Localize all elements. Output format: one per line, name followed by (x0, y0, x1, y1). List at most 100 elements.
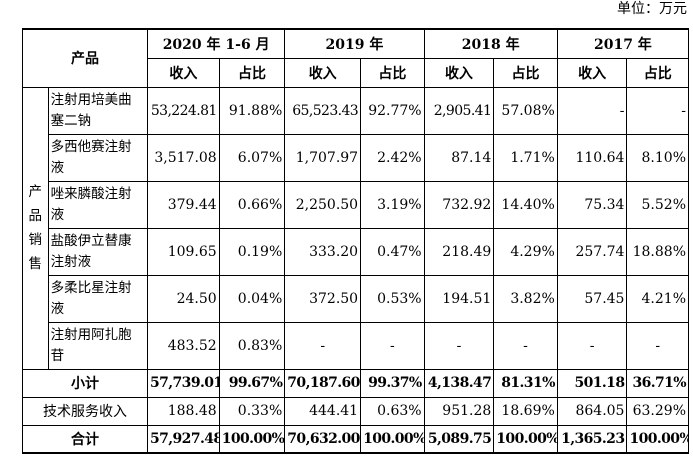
cell: 70,632.00 (284, 424, 362, 454)
cell: 2.42% (360, 133, 425, 182)
cell: - (626, 321, 689, 370)
cell: 87.14 (423, 133, 495, 182)
revenue-table: 产品 2020 年 1-6 月 2019 年 2018 年 2017 年 收入 … (22, 28, 690, 454)
cell: 0.63% (360, 396, 425, 426)
cell: 1.71% (493, 133, 558, 182)
table-row: 唑来膦酸注射液 379.44 0.66% 2,250.50 3.19% 732.… (23, 180, 689, 229)
cell: 218.49 (423, 227, 495, 276)
cell: 36.71% (626, 368, 689, 398)
cell: 110.64 (556, 133, 628, 182)
service-label: 技术服务收入 (22, 396, 148, 426)
cell: 0.83% (218, 321, 286, 370)
product-name: 注射用培美曲塞二钠 (47, 86, 148, 135)
product-name: 多西他赛注射液 (47, 133, 148, 182)
cell: 100.00% (218, 424, 286, 454)
period-header: 2020 年 1-6 月 (146, 28, 286, 59)
revenue-header: 收入 (146, 57, 220, 88)
cell: - (556, 86, 628, 135)
cell: 0.53% (360, 274, 425, 323)
table-row: 产品销售 注射用培美曲塞二钠 53,224.81 91.88% 65,523.4… (22, 86, 689, 370)
subtotal-label: 小计 (22, 368, 148, 398)
cell: 951.28 (423, 396, 495, 426)
cell: 4.21% (626, 274, 689, 323)
revenue-header: 收入 (284, 57, 362, 88)
cell: 65,523.43 (284, 86, 362, 135)
cell: 18.69% (493, 396, 558, 426)
cell: 57.45 (556, 274, 628, 323)
cell: - (360, 321, 425, 370)
cell: - (284, 321, 362, 370)
cell: 333.20 (284, 227, 362, 276)
cell: 14.40% (493, 180, 558, 229)
cell: 2,250.50 (284, 180, 362, 229)
cell: 0.04% (218, 274, 286, 323)
product-name: 多柔比星注射液 (47, 274, 148, 323)
cell: 100.00% (493, 424, 558, 454)
cell: 81.31% (493, 368, 558, 398)
period-header: 2018 年 (423, 28, 558, 59)
revenue-header: 收入 (556, 57, 628, 88)
cell: 99.37% (360, 368, 425, 398)
cell: 70,187.60 (284, 368, 362, 398)
unit-note: 单位：万元 (617, 1, 687, 17)
cell: - (556, 321, 628, 370)
total-label: 合计 (22, 424, 148, 454)
cell: 0.33% (218, 396, 286, 426)
table-row: 多柔比星注射液 24.50 0.04% 372.50 0.53% 194.51 … (23, 274, 689, 323)
cell: 372.50 (284, 274, 362, 323)
cell: 18.88% (626, 227, 689, 276)
cell: 3.19% (360, 180, 425, 229)
product-name: 唑来膦酸注射液 (47, 180, 148, 229)
header-row-periods: 产品 2020 年 1-6 月 2019 年 2018 年 2017 年 (22, 28, 690, 88)
cell: 1,707.97 (284, 133, 362, 182)
period-header: 2017 年 (556, 28, 690, 59)
table-row: 盐酸伊立替康注射液 109.65 0.19% 333.20 0.47% 218.… (23, 227, 689, 276)
cell: 3.82% (493, 274, 558, 323)
cell: 194.51 (423, 274, 495, 323)
cell: 483.52 (146, 321, 220, 370)
cell: 57,927.48 (146, 424, 220, 454)
cell: 57.08% (493, 86, 558, 135)
cell: - (423, 321, 495, 370)
cell: 100.00% (626, 424, 689, 454)
cell: 188.48 (146, 396, 220, 426)
table-row: 注射用阿扎胞苷 483.52 0.83% - - - - - - (23, 321, 689, 370)
cell: 57,739.01 (146, 368, 220, 398)
table-row: 多西他赛注射液 3,517.08 6.07% 1,707.97 2.42% 87… (23, 133, 689, 182)
cell: 732.92 (423, 180, 495, 229)
cell: 4,138.47 (423, 368, 495, 398)
cell: 91.88% (218, 86, 286, 135)
cell: - (493, 321, 558, 370)
cell: 92.77% (360, 86, 425, 135)
revenue-header: 收入 (423, 57, 495, 88)
cell: 53,224.81 (146, 86, 220, 135)
cell: 75.34 (556, 180, 628, 229)
product-name: 盐酸伊立替康注射液 (47, 227, 148, 276)
subtotal-row: 小计 57,739.01 99.67% 70,187.60 99.37% 4,1… (22, 368, 689, 398)
service-row: 技术服务收入 188.48 0.33% 444.41 0.63% 951.28 … (22, 396, 689, 426)
product-name: 注射用阿扎胞苷 (47, 321, 148, 370)
product-header: 产品 (22, 28, 148, 88)
period-header: 2019 年 (284, 28, 425, 59)
total-row: 合计 57,927.48 100.00% 70,632.00 100.00% 5… (22, 424, 689, 454)
cell: 864.05 (556, 396, 628, 426)
cell: 5,089.75 (423, 424, 495, 454)
cell: 109.65 (146, 227, 220, 276)
cell: 1,365.23 (556, 424, 628, 454)
ratio-header: 占比 (493, 57, 558, 88)
cell: 379.44 (146, 180, 220, 229)
cell: - (626, 86, 689, 135)
cell: 8.10% (626, 133, 689, 182)
ratio-header: 占比 (626, 57, 689, 88)
cell: 5.52% (626, 180, 689, 229)
cell: 0.66% (218, 180, 286, 229)
cell: 501.18 (556, 368, 628, 398)
product-sales-group-label: 产品销售 (22, 86, 49, 370)
cell: 4.29% (493, 227, 558, 276)
cell: 24.50 (146, 274, 220, 323)
cell: 100.00% (360, 424, 425, 454)
ratio-header: 占比 (360, 57, 425, 88)
cell: 6.07% (218, 133, 286, 182)
cell: 257.74 (556, 227, 628, 276)
header-row-metrics: 收入 占比 收入 占比 收入 占比 收入 占比 (23, 57, 689, 88)
